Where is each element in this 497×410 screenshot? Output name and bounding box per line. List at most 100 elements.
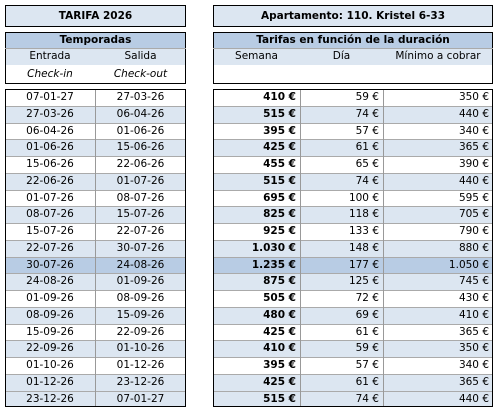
weekly-rate: 825 € (213, 206, 300, 223)
weekly-rate: 410 € (213, 340, 300, 357)
entry-date: 06-04-26 (5, 122, 95, 140)
row-divider (213, 189, 493, 191)
exit-date: 01-12-26 (95, 357, 186, 374)
weekly-rate: 875 € (213, 273, 300, 290)
minimum-charge: 440 € (383, 172, 493, 190)
weekly-rate: 695 € (213, 189, 300, 207)
row-divider (213, 139, 493, 141)
exit-date: 22-07-26 (95, 223, 186, 240)
daily-rate: 74 € (300, 172, 383, 190)
minimum-charge: 365 € (383, 323, 493, 341)
weekly-rate: 505 € (213, 290, 300, 307)
weekly-rate: 515 € (213, 172, 300, 190)
exit-date: 01-07-26 (95, 172, 186, 190)
daily-rate: 57 € (300, 122, 383, 140)
minimum-charge: 440 € (383, 105, 493, 123)
row-divider (213, 273, 493, 275)
column-header: Entrada (5, 48, 95, 65)
rates-header: Tarifas en función de la duración (213, 32, 493, 48)
daily-rate: 69 € (300, 306, 383, 324)
daily-rate: 59 € (300, 89, 383, 106)
entry-date: 22-09-26 (5, 340, 95, 357)
row-divider (213, 323, 493, 325)
weekly-rate: 480 € (213, 306, 300, 324)
row-divider (213, 48, 493, 49)
row-divider (213, 373, 493, 375)
daily-rate: 118 € (300, 206, 383, 223)
minimum-charge: 390 € (383, 156, 493, 173)
exit-date: 27-03-26 (95, 89, 186, 106)
blank-subheader (213, 65, 493, 84)
row-divider (213, 239, 493, 241)
exit-date: 01-10-26 (95, 340, 186, 357)
entry-date: 07-01-27 (5, 89, 95, 106)
daily-rate: 61 € (300, 323, 383, 341)
exit-date: 24-08-26 (95, 256, 186, 274)
minimum-charge: 440 € (383, 390, 493, 408)
weekly-rate: 515 € (213, 390, 300, 408)
daily-rate: 61 € (300, 139, 383, 156)
weekly-rate: 425 € (213, 373, 300, 391)
minimum-charge: 745 € (383, 273, 493, 290)
column-divider (383, 89, 384, 408)
minimum-charge: 430 € (383, 290, 493, 307)
daily-rate: 59 € (300, 340, 383, 357)
minimum-charge: 410 € (383, 306, 493, 324)
minimum-charge: 365 € (383, 139, 493, 156)
entry-date: 15-09-26 (5, 323, 95, 341)
exit-date: 22-06-26 (95, 156, 186, 173)
weekly-rate: 515 € (213, 105, 300, 123)
weekly-rate: 410 € (213, 89, 300, 106)
daily-rate: 57 € (300, 357, 383, 374)
entry-date: 15-07-26 (5, 223, 95, 240)
daily-rate: 72 € (300, 290, 383, 307)
seasons-header: Temporadas (5, 32, 186, 48)
minimum-charge: 340 € (383, 357, 493, 374)
entry-date: 22-06-26 (5, 172, 95, 190)
column-header: Día (300, 48, 383, 65)
column-subheader: Check-in (5, 65, 95, 84)
column-subheader: Check-out (95, 65, 186, 84)
exit-date: 01-06-26 (95, 122, 186, 140)
apartment-title: Apartamento: 110. Kristel 6-33 (213, 5, 493, 27)
row-divider (213, 390, 493, 392)
weekly-rate: 395 € (213, 122, 300, 140)
daily-rate: 177 € (300, 256, 383, 274)
entry-date: 01-07-26 (5, 189, 95, 207)
exit-date: 01-09-26 (95, 273, 186, 290)
exit-date: 30-07-26 (95, 239, 186, 257)
minimum-charge: 595 € (383, 189, 493, 207)
daily-rate: 61 € (300, 373, 383, 391)
daily-rate: 125 € (300, 273, 383, 290)
exit-date: 15-07-26 (95, 206, 186, 223)
row-divider (213, 223, 493, 224)
exit-date: 15-06-26 (95, 139, 186, 156)
weekly-rate: 925 € (213, 223, 300, 240)
minimum-charge: 790 € (383, 223, 493, 240)
row-divider (213, 156, 493, 157)
daily-rate: 74 € (300, 105, 383, 123)
row-divider (213, 105, 493, 107)
exit-date: 07-01-27 (95, 390, 186, 408)
column-divider (300, 89, 301, 408)
entry-date: 24-08-26 (5, 273, 95, 290)
row-divider (213, 256, 493, 258)
weekly-rate: 425 € (213, 139, 300, 156)
exit-date: 08-09-26 (95, 290, 186, 307)
exit-date: 23-12-26 (95, 373, 186, 391)
weekly-rate: 425 € (213, 323, 300, 341)
daily-rate: 148 € (300, 239, 383, 257)
entry-date: 27-03-26 (5, 105, 95, 123)
daily-rate: 100 € (300, 189, 383, 207)
row-divider (213, 172, 493, 174)
entry-date: 01-12-26 (5, 373, 95, 391)
column-divider (95, 89, 96, 408)
row-divider (5, 48, 186, 49)
minimum-charge: 880 € (383, 239, 493, 257)
weekly-rate: 395 € (213, 357, 300, 374)
row-divider (213, 306, 493, 308)
row-divider (213, 357, 493, 358)
tariff-title: TARIFA 2026 (5, 5, 186, 27)
entry-date: 01-09-26 (5, 290, 95, 307)
column-header: Salida (95, 48, 186, 65)
